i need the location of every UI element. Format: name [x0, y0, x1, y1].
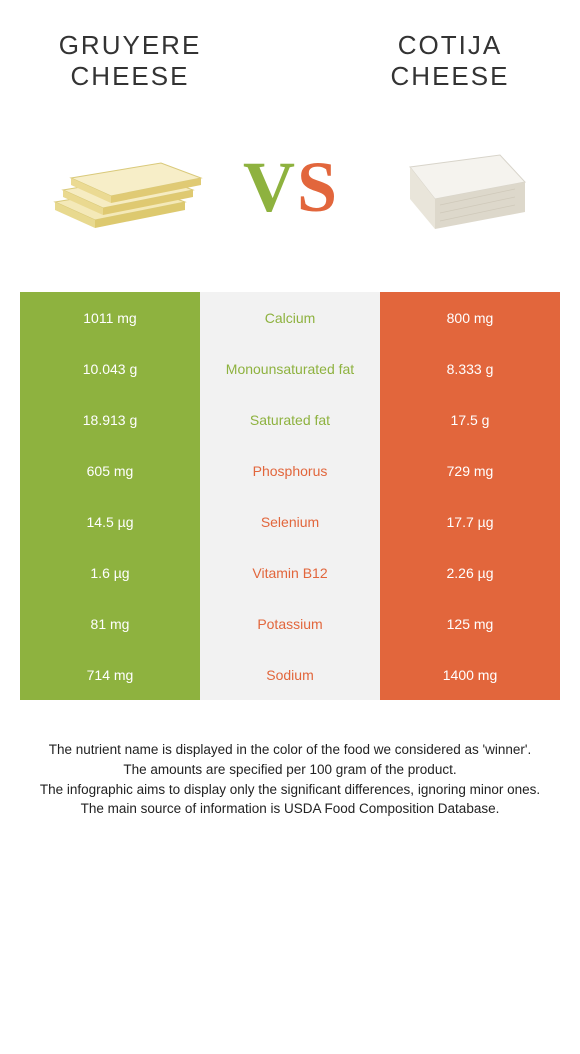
left-value: 714 mg — [20, 649, 200, 700]
table-row: 14.5 µgSelenium17.7 µg — [20, 496, 560, 547]
nutrient-label: Potassium — [200, 598, 380, 649]
right-value: 17.7 µg — [380, 496, 560, 547]
left-title: GRUYERE CHEESE — [40, 30, 220, 92]
footer-line: The main source of information is USDA F… — [24, 799, 556, 819]
nutrient-label: Saturated fat — [200, 394, 380, 445]
table-row: 1011 mgCalcium800 mg — [20, 292, 560, 343]
nutrient-label: Calcium — [200, 292, 380, 343]
right-value: 1400 mg — [380, 649, 560, 700]
right-title: COTIJA CHEESE — [360, 30, 540, 92]
table-row: 10.043 gMonounsaturated fat8.333 g — [20, 343, 560, 394]
vs-row: VS — [0, 102, 580, 292]
nutrient-label: Phosphorus — [200, 445, 380, 496]
right-value: 729 mg — [380, 445, 560, 496]
comparison-table: 1011 mgCalcium800 mg10.043 gMonounsatura… — [20, 292, 560, 700]
vs-label: VS — [243, 146, 337, 229]
left-food-image — [30, 122, 210, 252]
nutrient-label: Sodium — [200, 649, 380, 700]
footer-notes: The nutrient name is displayed in the co… — [24, 740, 556, 818]
table-row: 714 mgSodium1400 mg — [20, 649, 560, 700]
nutrient-label: Vitamin B12 — [200, 547, 380, 598]
header: GRUYERE CHEESE COTIJA CHEESE — [0, 0, 580, 102]
left-value: 81 mg — [20, 598, 200, 649]
left-value: 605 mg — [20, 445, 200, 496]
right-value: 8.333 g — [380, 343, 560, 394]
right-food-image — [370, 122, 550, 252]
footer-line: The nutrient name is displayed in the co… — [24, 740, 556, 760]
nutrient-label: Selenium — [200, 496, 380, 547]
nutrient-label: Monounsaturated fat — [200, 343, 380, 394]
left-value: 1.6 µg — [20, 547, 200, 598]
left-value: 10.043 g — [20, 343, 200, 394]
right-value: 17.5 g — [380, 394, 560, 445]
left-value: 1011 mg — [20, 292, 200, 343]
table-row: 1.6 µgVitamin B122.26 µg — [20, 547, 560, 598]
footer-line: The infographic aims to display only the… — [24, 780, 556, 800]
right-value: 2.26 µg — [380, 547, 560, 598]
vs-s: S — [297, 146, 337, 229]
table-row: 18.913 gSaturated fat17.5 g — [20, 394, 560, 445]
vs-v: V — [243, 146, 295, 229]
left-value: 14.5 µg — [20, 496, 200, 547]
table-row: 81 mgPotassium125 mg — [20, 598, 560, 649]
right-value: 800 mg — [380, 292, 560, 343]
right-value: 125 mg — [380, 598, 560, 649]
table-row: 605 mgPhosphorus729 mg — [20, 445, 560, 496]
footer-line: The amounts are specified per 100 gram o… — [24, 760, 556, 780]
left-value: 18.913 g — [20, 394, 200, 445]
